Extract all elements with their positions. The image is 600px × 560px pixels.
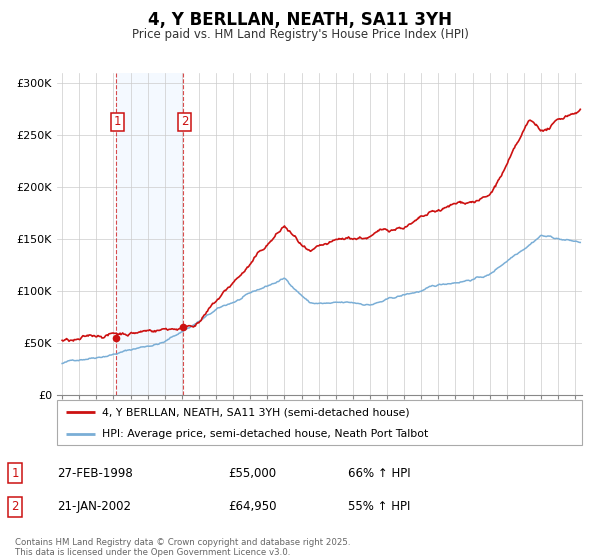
Bar xyxy=(116,73,183,395)
Text: 66% ↑ HPI: 66% ↑ HPI xyxy=(348,466,410,480)
Text: 27-FEB-1998: 27-FEB-1998 xyxy=(57,466,133,480)
Text: 2: 2 xyxy=(11,500,19,514)
Text: £64,950: £64,950 xyxy=(228,500,277,514)
Text: 2: 2 xyxy=(181,115,188,128)
Text: 1: 1 xyxy=(114,115,121,128)
Text: 55% ↑ HPI: 55% ↑ HPI xyxy=(348,500,410,514)
Text: 4, Y BERLLAN, NEATH, SA11 3YH (semi-detached house): 4, Y BERLLAN, NEATH, SA11 3YH (semi-deta… xyxy=(101,407,409,417)
Text: £55,000: £55,000 xyxy=(228,466,276,480)
Text: HPI: Average price, semi-detached house, Neath Port Talbot: HPI: Average price, semi-detached house,… xyxy=(101,430,428,440)
FancyBboxPatch shape xyxy=(57,400,582,445)
Text: Contains HM Land Registry data © Crown copyright and database right 2025.
This d: Contains HM Land Registry data © Crown c… xyxy=(15,538,350,557)
Text: 21-JAN-2002: 21-JAN-2002 xyxy=(57,500,131,514)
Text: 1: 1 xyxy=(11,466,19,480)
Text: Price paid vs. HM Land Registry's House Price Index (HPI): Price paid vs. HM Land Registry's House … xyxy=(131,28,469,41)
Text: 4, Y BERLLAN, NEATH, SA11 3YH: 4, Y BERLLAN, NEATH, SA11 3YH xyxy=(148,11,452,29)
